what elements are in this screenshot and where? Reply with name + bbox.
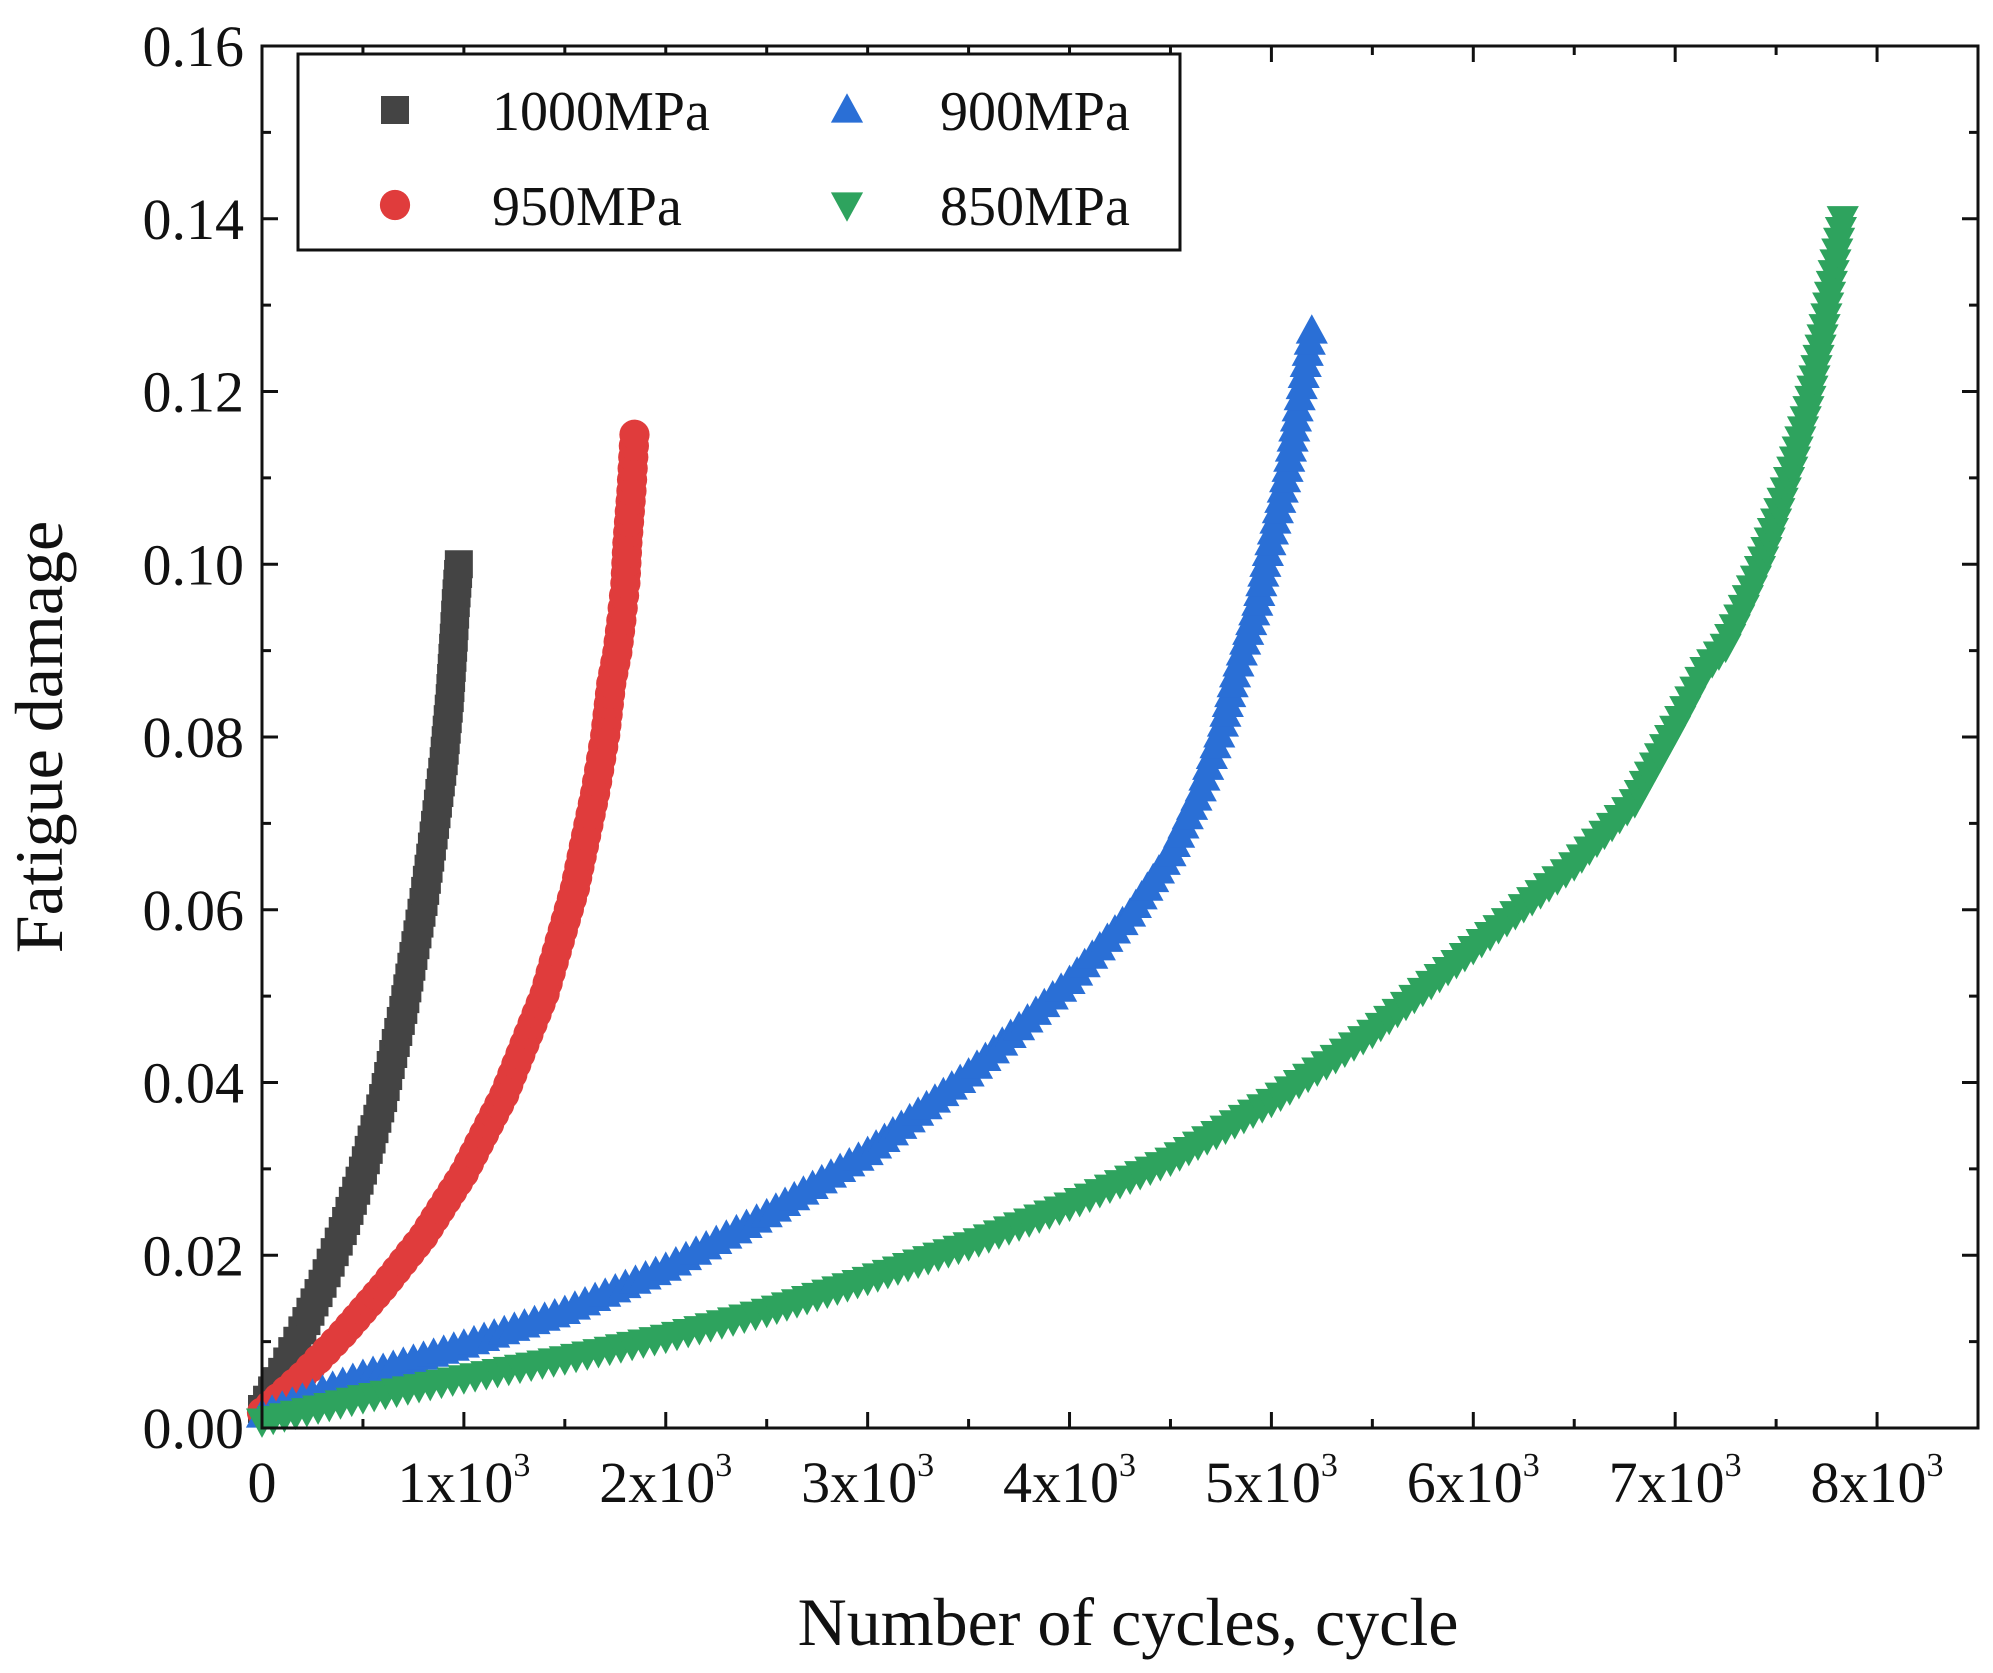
- legend-label: 850MPa: [940, 176, 1130, 238]
- y-tick-label: 0.02: [143, 1223, 245, 1288]
- y-tick-label: 0.04: [143, 1051, 245, 1116]
- data-point: [1826, 206, 1859, 236]
- x-tick-exponent: 3: [1927, 1447, 1944, 1484]
- x-tick-label: 2x103: [599, 1447, 732, 1515]
- x-tick-exponent: 3: [1523, 1447, 1540, 1484]
- legend-label: 1000MPa: [492, 81, 710, 143]
- tick-labels: 0.00 0.02 0.04 0.06 0.08 0.10 0.12 0.14 0.16 0 1x1…: [143, 14, 1944, 1515]
- series-850MPa: [245, 206, 1859, 1438]
- legend-label: 950MPa: [492, 176, 682, 238]
- legend-label: 900MPa: [940, 81, 1130, 143]
- x-tick-exponent: 3: [1119, 1447, 1136, 1484]
- x-tick-exponent: 3: [917, 1447, 934, 1484]
- x-tick-exponent: 3: [715, 1447, 732, 1484]
- y-tick-label: 0.16: [143, 14, 245, 79]
- x-tick-exponent: 3: [1321, 1447, 1338, 1484]
- x-tick-exponent: 3: [513, 1447, 530, 1484]
- y-tick-label: 0.10: [143, 532, 245, 597]
- x-tick-label: 5x103: [1205, 1447, 1338, 1515]
- y-tick-label: 0.00: [143, 1396, 245, 1461]
- legend-marker-900MPa: [830, 93, 864, 123]
- x-tick-label: 0: [248, 1450, 277, 1515]
- x-tick-label: 6x103: [1407, 1447, 1540, 1515]
- plot-frame: [260, 44, 1980, 1430]
- x-axis-title: Number of cycles, cycle: [798, 1584, 1459, 1660]
- y-tick-label: 0.14: [143, 187, 245, 252]
- axes: [260, 44, 1980, 1430]
- x-tick-label: 3x103: [801, 1447, 934, 1515]
- x-tick-label: 7x103: [1609, 1447, 1742, 1515]
- legend-box: [296, 52, 1182, 252]
- data-point: [1295, 314, 1328, 344]
- series-1000MPa: [248, 550, 473, 1423]
- data-point: [444, 550, 473, 579]
- y-tick-label: 0.12: [143, 360, 245, 425]
- data-point: [619, 419, 650, 450]
- x-tick-label: 1x103: [397, 1447, 530, 1515]
- y-axis-title: Fatigue damage: [1, 521, 77, 953]
- y-tick-label: 0.08: [143, 705, 245, 770]
- x-tick-label: 8x103: [1811, 1447, 1944, 1515]
- x-tick-label: 4x103: [1003, 1447, 1136, 1515]
- plot-area: [245, 206, 1859, 1438]
- legend-marker-950MPa: [379, 189, 411, 221]
- x-tick-exponent: 3: [1725, 1447, 1742, 1484]
- legend: 1000MPa 950MPa 900MPa 850MPa: [296, 52, 1182, 252]
- legend-marker-850MPa: [830, 192, 864, 222]
- y-tick-label: 0.06: [143, 878, 245, 943]
- legend-marker-1000MPa: [381, 96, 409, 124]
